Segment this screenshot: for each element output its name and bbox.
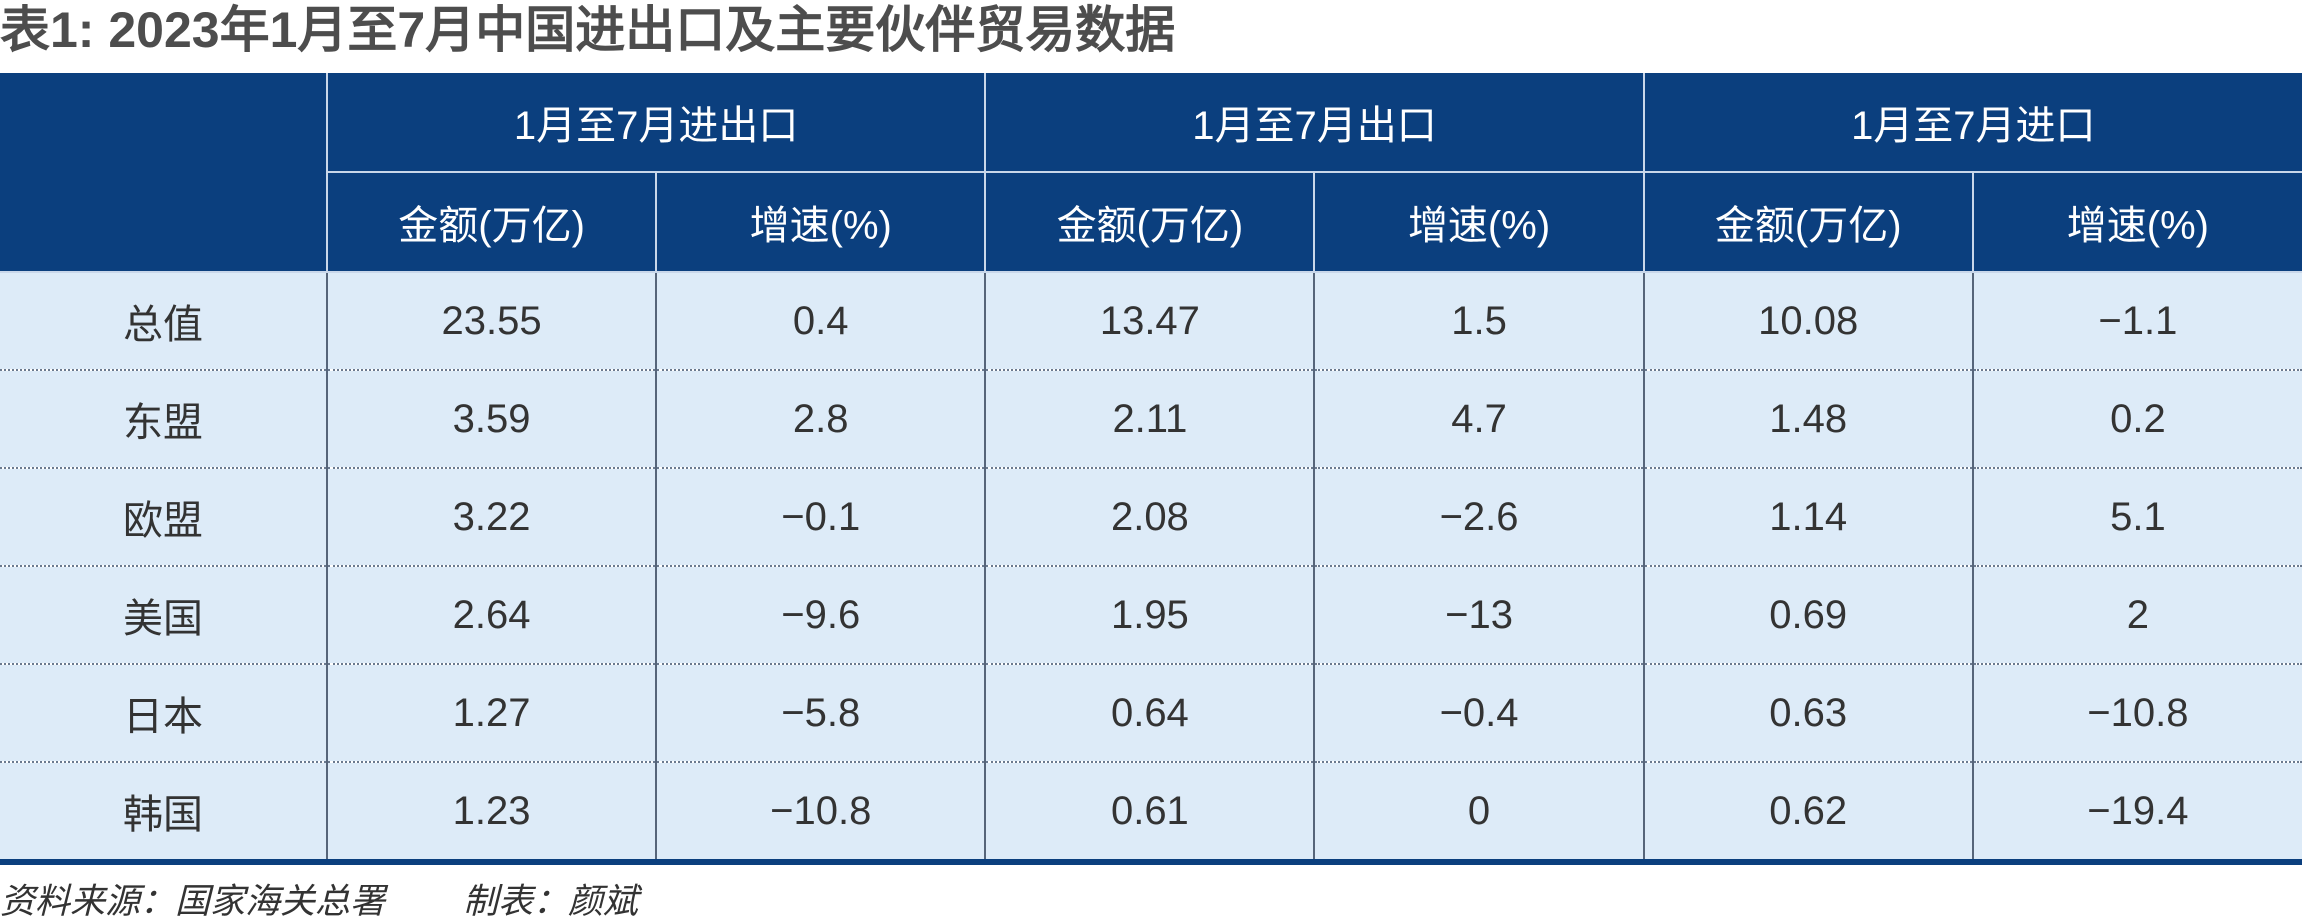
data-cell: 10.08 [1642, 271, 1974, 370]
group-header: 1月至7月进口 [1642, 73, 2302, 173]
row-label: 欧盟 [0, 467, 328, 566]
data-cell: 1.27 [325, 663, 658, 762]
row-label: 美国 [0, 565, 328, 664]
table-title: 表1: 2023年1月至7月中国进出口及主要伙伴贸易数据 [0, 2, 1176, 58]
data-cell: −1.1 [1971, 271, 2302, 370]
data-cell: 2.8 [655, 369, 987, 468]
group-header: 1月至7月出口 [984, 73, 1645, 173]
data-cell: 0 [1313, 761, 1645, 862]
data-cell: 2.08 [984, 467, 1316, 566]
data-row: 日本 1.27 −5.8 0.64 −0.4 0.63 −10.8 [0, 663, 2302, 762]
data-cell: 2 [1971, 565, 2302, 664]
data-cell: 0.63 [1642, 663, 1974, 762]
data-cell: 1.95 [984, 565, 1316, 664]
data-cell: 3.22 [325, 467, 658, 566]
data-row: 东盟 3.59 2.8 2.11 4.7 1.48 0.2 [0, 369, 2302, 468]
data-cell: 0.2 [1971, 369, 2302, 468]
data-row: 总值 23.55 0.4 13.47 1.5 10.08 −1.1 [0, 271, 2302, 370]
data-cell: −0.1 [655, 467, 987, 566]
data-cell: 0.61 [984, 761, 1316, 862]
footer: 资料来源：国家海关总署 制表：颜斌 [0, 873, 716, 919]
table-body: 1月至7月进出口 1月至7月出口 1月至7月进口 金额(万亿) 增速(%) 金额(万亿) 增… [0, 73, 2302, 862]
column-header: 金额(万亿) [327, 171, 658, 273]
data-cell: 23.55 [325, 271, 658, 370]
corner-cell [0, 73, 328, 273]
row-label: 韩国 [0, 761, 328, 862]
row-label: 总值 [0, 271, 328, 370]
data-cell: 2.64 [325, 565, 658, 664]
data-cell: 5.1 [1971, 467, 2302, 566]
column-header: 增速(%) [655, 171, 987, 273]
data-cell: 0.69 [1642, 565, 1974, 664]
column-header: 增速(%) [1313, 171, 1645, 273]
column-header: 金额(万亿) [1642, 171, 1974, 273]
data-cell: −2.6 [1313, 467, 1645, 566]
data-row: 美国 2.64 −9.6 1.95 −13 0.69 2 [0, 565, 2302, 664]
data-cell: −10.8 [655, 761, 987, 862]
column-header: 增速(%) [1971, 171, 2302, 273]
data-cell: −10.8 [1971, 663, 2302, 762]
data-cell: 1.23 [325, 761, 658, 862]
row-label: 日本 [0, 663, 328, 762]
row-label: 东盟 [0, 369, 328, 468]
data-cell: −5.8 [655, 663, 987, 762]
data-row: 欧盟 3.22 −0.1 2.08 −2.6 1.14 5.1 [0, 467, 2302, 566]
column-header: 金额(万亿) [984, 171, 1316, 273]
data-cell: 1.14 [1642, 467, 1974, 566]
data-cell: 13.47 [984, 271, 1316, 370]
data-row: 韩国 1.23 −10.8 0.61 0 0.62 −19.4 [0, 761, 2302, 862]
group-header: 1月至7月进出口 [325, 73, 987, 173]
source-note: 资料来源：国家海关总署 [0, 882, 386, 919]
header-row: 1月至7月进出口 1月至7月出口 1月至7月进口 [0, 73, 2302, 273]
data-cell: 4.7 [1313, 369, 1645, 468]
data-cell: 0.62 [1642, 761, 1974, 862]
data-cell: 1.5 [1313, 271, 1645, 370]
author-note: 制表：颜斌 [463, 882, 639, 919]
data-cell: 0.4 [655, 271, 987, 370]
data-cell: −9.6 [655, 565, 987, 664]
data-cell: −13 [1313, 565, 1645, 664]
subheader-row: 金额(万亿) 增速(%) 金额(万亿) 增速(%) 金额(万亿) 增速(%) [0, 171, 2302, 273]
data-cell: −0.4 [1313, 663, 1645, 762]
data-cell: 1.48 [1642, 369, 1974, 468]
data-cell: 3.59 [325, 369, 658, 468]
data-table: 1月至7月进出口 1月至7月出口 1月至7月进口 金额(万亿) 增速(%) 金额(万亿) 增… [0, 73, 2302, 865]
data-cell: 0.64 [984, 663, 1316, 762]
data-cell: −19.4 [1971, 761, 2302, 862]
data-cell: 2.11 [984, 369, 1316, 468]
